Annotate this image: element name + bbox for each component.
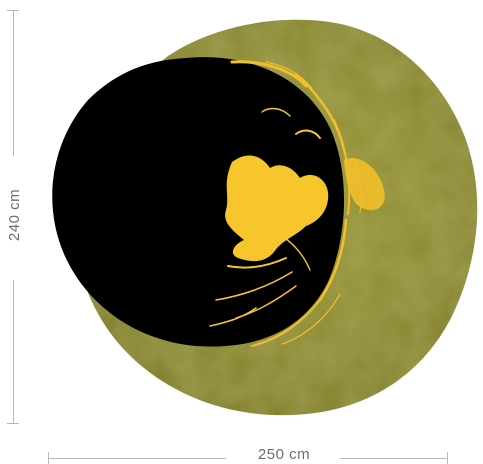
width-label: 250 cm [257,446,311,463]
gold-leaf-veins [209,107,321,327]
width-line-right [340,458,448,459]
height-dimension: 240 cm [4,6,28,426]
width-tick-right [447,452,448,464]
height-tick-bottom [7,423,19,424]
rug-black-moon [52,57,345,347]
width-line-left [48,458,226,459]
height-label: 240 cm [6,188,23,242]
height-line-top [13,10,14,156]
height-line-bottom [13,280,14,424]
gold-leaf-fragment [225,155,329,262]
width-dimension: 250 cm [44,446,452,464]
gold-splash-right [344,158,385,210]
